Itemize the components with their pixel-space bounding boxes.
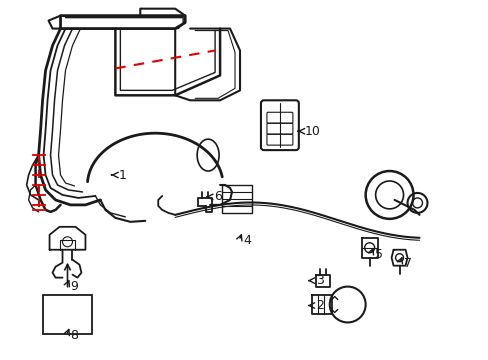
- Bar: [222, 185, 251, 213]
- Text: 7: 7: [403, 257, 411, 270]
- Text: 1: 1: [118, 168, 126, 181]
- Text: 10: 10: [304, 125, 320, 138]
- Text: 5: 5: [374, 248, 382, 261]
- Text: 6: 6: [214, 190, 222, 203]
- Bar: [42, 294, 92, 334]
- Text: 3: 3: [315, 274, 323, 287]
- Text: 2: 2: [315, 299, 323, 312]
- Text: 9: 9: [70, 280, 78, 293]
- Text: 8: 8: [70, 329, 79, 342]
- Text: 4: 4: [243, 234, 250, 247]
